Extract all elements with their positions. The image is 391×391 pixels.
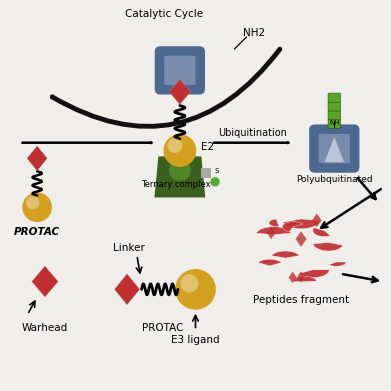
Polygon shape: [325, 137, 344, 162]
Polygon shape: [169, 79, 191, 105]
Text: Ternary complex: Ternary complex: [141, 180, 211, 189]
Polygon shape: [27, 145, 47, 171]
Polygon shape: [32, 266, 58, 297]
FancyBboxPatch shape: [328, 119, 341, 128]
Text: Catalytic Cycle: Catalytic Cycle: [125, 9, 203, 19]
FancyBboxPatch shape: [328, 93, 341, 102]
Text: E2: E2: [201, 142, 215, 152]
FancyBboxPatch shape: [309, 124, 359, 173]
Polygon shape: [256, 227, 291, 235]
Text: Linker: Linker: [113, 243, 145, 253]
Circle shape: [210, 177, 220, 187]
Text: E3 ligand: E3 ligand: [171, 335, 220, 346]
Text: Ubiquitination: Ubiquitination: [218, 127, 287, 138]
Polygon shape: [296, 231, 307, 247]
Polygon shape: [293, 276, 317, 282]
Polygon shape: [329, 262, 346, 266]
Polygon shape: [271, 251, 300, 258]
Polygon shape: [269, 219, 279, 227]
Text: PROTAC: PROTAC: [142, 323, 183, 333]
Circle shape: [26, 196, 39, 210]
Polygon shape: [289, 272, 297, 283]
Polygon shape: [299, 270, 329, 278]
Polygon shape: [282, 222, 303, 231]
Text: Polyubquitinated: Polyubquitinated: [296, 175, 373, 184]
Polygon shape: [283, 219, 320, 229]
Polygon shape: [312, 213, 321, 227]
Circle shape: [163, 134, 196, 167]
Text: NH: NH: [329, 120, 339, 126]
Circle shape: [169, 159, 191, 181]
FancyArrowPatch shape: [52, 49, 280, 126]
Polygon shape: [267, 226, 276, 239]
Text: Peptides fragment: Peptides fragment: [253, 295, 349, 305]
Text: PROTAC: PROTAC: [14, 227, 60, 237]
Circle shape: [175, 269, 216, 310]
Polygon shape: [154, 156, 205, 197]
FancyBboxPatch shape: [319, 134, 350, 163]
Circle shape: [168, 138, 182, 153]
Polygon shape: [313, 228, 330, 237]
Circle shape: [180, 274, 199, 292]
Polygon shape: [297, 271, 305, 283]
FancyBboxPatch shape: [328, 102, 341, 111]
Polygon shape: [258, 259, 282, 266]
Polygon shape: [114, 274, 140, 305]
Polygon shape: [313, 242, 343, 251]
FancyBboxPatch shape: [155, 46, 205, 95]
Text: Warhead: Warhead: [22, 323, 68, 333]
Polygon shape: [201, 168, 211, 178]
Circle shape: [22, 192, 52, 222]
FancyBboxPatch shape: [164, 56, 196, 85]
Text: S: S: [214, 168, 219, 174]
FancyBboxPatch shape: [328, 110, 341, 120]
Text: NH2: NH2: [243, 28, 265, 38]
